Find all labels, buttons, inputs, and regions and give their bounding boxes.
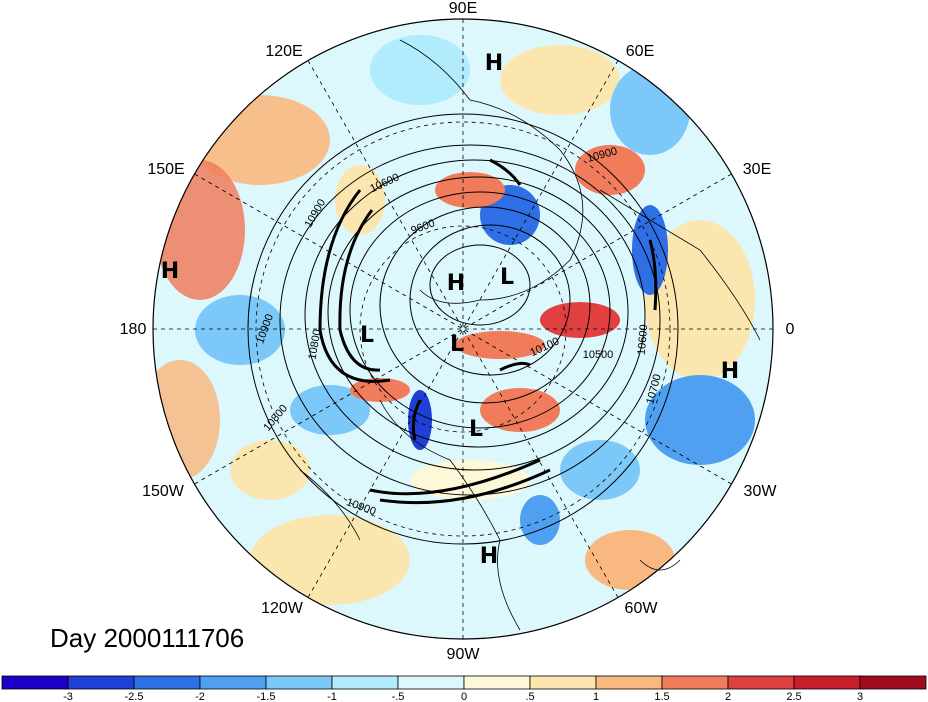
contour-label: 10600 <box>636 324 651 356</box>
lon-label-60w: 60W <box>625 600 659 617</box>
low-pressure-marker: L <box>450 332 464 357</box>
coastlines <box>299 39 761 631</box>
colorbar-swatch <box>133 675 201 690</box>
colorbar-swatch <box>793 675 861 690</box>
high-pressure-marker: H <box>480 544 498 569</box>
colorbar-tick-label: 2.5 <box>786 691 801 702</box>
jet-stream-contours <box>318 158 658 505</box>
colorbar-swatch <box>529 675 597 690</box>
contour-label: 10500 <box>583 349 614 361</box>
colorbar-swatch <box>397 675 465 690</box>
longitude-labels: 90E 60E 30E 0 30W 60W 90W 120W 150W 180 … <box>120 0 795 663</box>
lon-label-120e: 120E <box>265 43 302 60</box>
high-pressure-marker: H <box>447 271 465 296</box>
colorbar-swatch <box>859 675 927 690</box>
colorbar: -3 -2.5 -2 -1.5 -1 -.5 0 .5 1 1.5 2 2.5 3 <box>1 675 927 702</box>
colorbar-tick-label: 1.5 <box>654 691 669 702</box>
colorbar-swatch <box>595 675 663 690</box>
colorbar-swatch <box>1 675 69 690</box>
lon-label-120w: 120W <box>261 600 304 617</box>
high-pressure-marker: H <box>721 359 739 384</box>
anomaly-field <box>153 19 773 639</box>
height-contours <box>247 113 679 545</box>
colorbar-tick-label: -1 <box>327 691 337 702</box>
colorbar-swatch <box>199 675 267 690</box>
colorbar-tick-label: 0 <box>461 691 467 702</box>
map-boundary <box>152 18 774 640</box>
colorbar-tick-label: -.5 <box>392 691 405 702</box>
lon-label-90w: 90W <box>447 646 481 663</box>
lon-label-0: 0 <box>786 321 795 338</box>
colorbar-tick-label: -1.5 <box>257 691 276 702</box>
graticule <box>153 19 773 639</box>
date-title: Day 2000111706 <box>50 623 244 653</box>
colorbar-tick-label: 1 <box>593 691 599 702</box>
lon-label-180: 180 <box>120 321 147 338</box>
lon-label-30e: 30E <box>743 161 771 178</box>
lon-label-150w: 150W <box>142 483 185 500</box>
colorbar-tick-label: .5 <box>525 691 534 702</box>
colorbar-tick-label: -3 <box>63 691 73 702</box>
low-pressure-marker: L <box>469 417 483 442</box>
low-pressure-marker: L <box>360 323 374 348</box>
colorbar-tick-label: 2 <box>725 691 731 702</box>
lon-label-30w: 30W <box>744 483 778 500</box>
colorbar-swatch <box>265 675 333 690</box>
lon-label-150e: 150E <box>147 161 184 178</box>
lon-label-90e: 90E <box>449 0 477 17</box>
high-pressure-marker: H <box>485 51 503 76</box>
colorbar-tick-label: -2.5 <box>125 691 144 702</box>
colorbar-swatch <box>331 675 399 690</box>
colorbar-swatch <box>727 675 795 690</box>
high-pressure-marker: H <box>161 259 179 284</box>
colorbar-swatch <box>661 675 729 690</box>
colorbar-swatch <box>67 675 135 690</box>
colorbar-swatch <box>463 675 531 690</box>
colorbar-tick-label: -2 <box>195 691 205 702</box>
lon-label-60e: 60E <box>626 43 654 60</box>
pressure-centers: H H H L L L L H H <box>161 51 739 569</box>
colorbar-tick-label: 3 <box>857 691 863 702</box>
low-pressure-marker: L <box>500 265 514 290</box>
contour-label: 10800 <box>306 328 323 360</box>
